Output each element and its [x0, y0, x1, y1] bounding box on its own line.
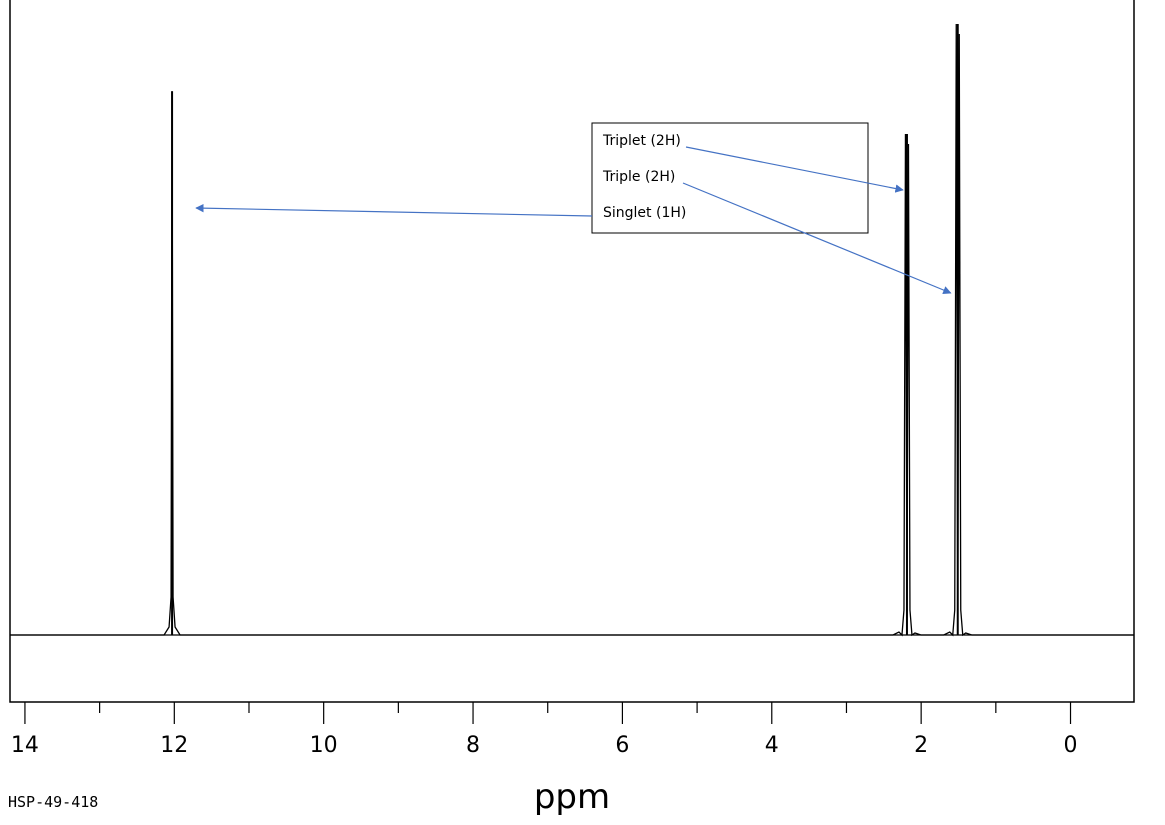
annotation-arrow [682, 182, 952, 295]
tick-label: 14 [11, 733, 39, 758]
tick-label: 0 [1064, 733, 1078, 758]
annotation-label: Singlet (1H) [603, 205, 686, 221]
annotation-arrow [685, 146, 904, 193]
annotation-label: Triple (2H) [602, 169, 675, 185]
spectrum-line [10, 23, 1134, 637]
x-axis-tick-labels: 14 12 10 8 6 4 2 0 [11, 733, 1078, 758]
tick-label: 4 [765, 733, 779, 758]
tick-label: 8 [466, 733, 480, 758]
peaks [171, 24, 959, 635]
annotation-arrow [195, 203, 593, 217]
annotation-label: Triplet (2H) [602, 133, 681, 149]
tick-label: 12 [160, 733, 188, 758]
tick-label: 2 [914, 733, 928, 758]
annotations: Triplet (2H) Triple (2H) Singlet (1H) [195, 133, 952, 295]
tick-label: 10 [310, 733, 338, 758]
tick-label: 6 [615, 733, 629, 758]
legend-box [591, 122, 869, 234]
plot-frame [9, 0, 1135, 703]
x-axis-label: ppm [534, 777, 610, 817]
x-axis-ticks [24, 702, 1072, 724]
footer-label: HSP-49-418 [8, 793, 98, 811]
